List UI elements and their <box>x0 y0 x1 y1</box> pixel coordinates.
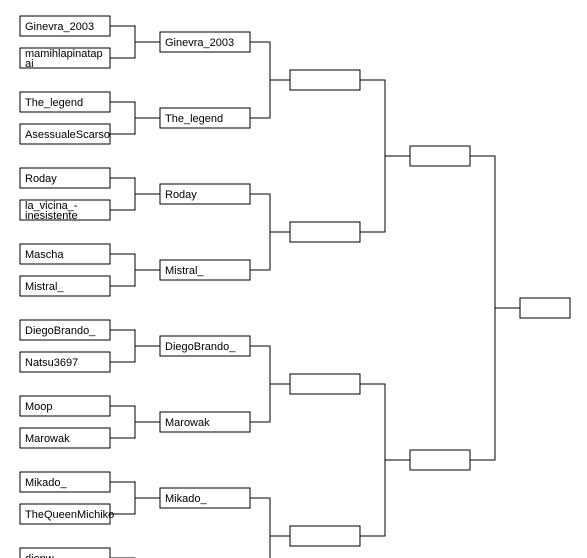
r2-slot-0-label: Ginevra_2003 <box>165 37 234 49</box>
r5-slot-0 <box>520 298 570 318</box>
r1-slot-3-label: AsessualeScarso <box>25 129 110 141</box>
r1-slot-0: Ginevra_2003 <box>20 16 110 36</box>
connector <box>250 42 270 118</box>
r1-slot-7: Mistral_ <box>20 276 110 296</box>
r1-slot-0-label: Ginevra_2003 <box>25 21 94 33</box>
connector <box>250 346 270 422</box>
r1-slot-11: Marowak <box>20 428 110 448</box>
r1-slot-7-label: Mistral_ <box>25 281 64 293</box>
r1-slot-9-label: Natsu3697 <box>25 357 78 369</box>
r1-slot-6: Mascha <box>20 244 110 264</box>
r1-slot-6-label: Mascha <box>25 249 64 261</box>
r2-slot-1: The_legend <box>160 108 250 128</box>
r1-slot-4-label: Roday <box>25 173 57 185</box>
r2-slot-5-label: Marowak <box>165 417 210 429</box>
r2-slot-4-label: DiegoBrando_ <box>165 341 236 353</box>
r2-slot-2-label: Roday <box>165 189 197 201</box>
connector <box>360 384 385 536</box>
r1-slot-4: Roday <box>20 168 110 188</box>
connector <box>360 80 385 232</box>
r2-slot-2: Roday <box>160 184 250 204</box>
connector <box>110 406 135 438</box>
connector <box>110 102 135 134</box>
r2-slot-1-label: The_legend <box>165 113 223 125</box>
r1-slot-12-label: Mikado_ <box>25 477 67 489</box>
r1-slot-8-label: DiegoBrando_ <box>25 325 96 337</box>
r2-slot-4: DiegoBrando_ <box>160 336 250 356</box>
r1-slot-3: AsessualeScarso <box>20 124 110 144</box>
r4-slot-1 <box>410 450 470 470</box>
r2-slot-5: Marowak <box>160 412 250 432</box>
r1-slot-14: dienw <box>20 548 110 558</box>
r1-slot-5-label: la_vicina_-inesistente <box>25 200 78 222</box>
connector <box>470 156 495 460</box>
r1-slot-2: The_legend <box>20 92 110 112</box>
r1-slot-14-label: dienw <box>25 553 54 558</box>
connector <box>110 26 135 58</box>
r1-slot-2-label: The_legend <box>25 97 83 109</box>
r4-slot-0 <box>410 146 470 166</box>
r2-slot-6: Mikado_ <box>160 488 250 508</box>
r1-slot-1: mamihlapinatapai <box>20 48 110 70</box>
r2-slot-0: Ginevra_2003 <box>160 32 250 52</box>
r1-slot-13: TheQueenMichiko <box>20 504 114 524</box>
r2-slot-6-label: Mikado_ <box>165 493 207 505</box>
r1-slot-9: Natsu3697 <box>20 352 110 372</box>
r1-slot-10-label: Moop <box>25 401 53 413</box>
r1-slot-13-label: TheQueenMichiko <box>25 509 114 521</box>
r1-slot-10: Moop <box>20 396 110 416</box>
connector <box>110 254 135 286</box>
r2-slot-3-label: Mistral_ <box>165 265 204 277</box>
r1-slot-11-label: Marowak <box>25 433 70 445</box>
connector <box>250 498 270 558</box>
connector <box>250 194 270 270</box>
connector <box>110 178 135 210</box>
r1-slot-5: la_vicina_-inesistente <box>20 200 110 222</box>
r3-slot-1 <box>290 222 360 242</box>
r1-slot-12: Mikado_ <box>20 472 110 492</box>
r3-slot-0 <box>290 70 360 90</box>
r1-slot-8: DiegoBrando_ <box>20 320 110 340</box>
r3-slot-3 <box>290 526 360 546</box>
connector <box>110 330 135 362</box>
r2-slot-3: Mistral_ <box>160 260 250 280</box>
r3-slot-2 <box>290 374 360 394</box>
